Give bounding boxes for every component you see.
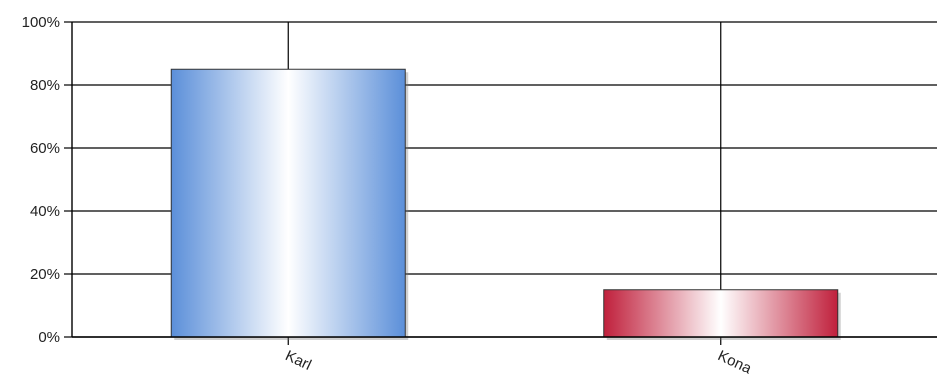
y-tick-label: 80% xyxy=(30,77,60,94)
y-tick-label: 40% xyxy=(30,203,60,220)
x-category-label: Kona xyxy=(715,347,755,376)
bar-kona xyxy=(603,289,839,338)
bar-karl xyxy=(170,68,406,338)
y-tick-label: 0% xyxy=(38,329,60,346)
x-category-label: Karl xyxy=(283,347,314,374)
y-tick-label: 60% xyxy=(30,140,60,157)
y-tick-label: 20% xyxy=(30,266,60,283)
y-tick-label: 100% xyxy=(22,14,60,31)
plot-area: 0% 20% 40% 60% 80% 100% Karl Kona xyxy=(22,14,937,376)
